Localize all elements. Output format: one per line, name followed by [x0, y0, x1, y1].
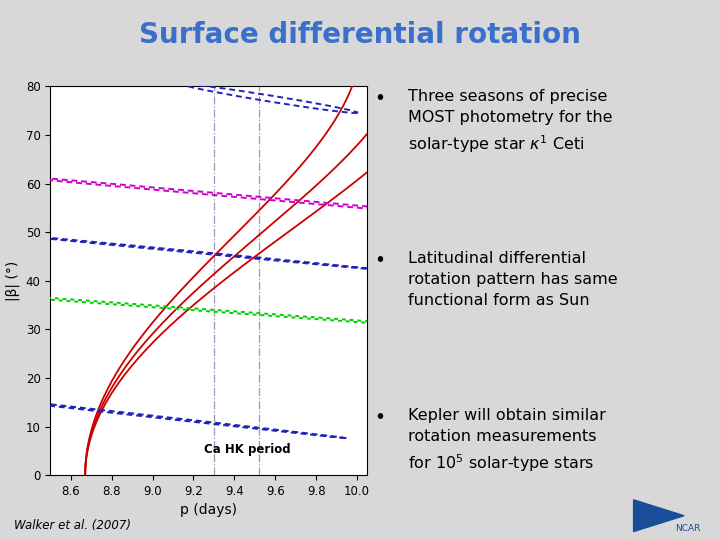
Text: Latitudinal differential
rotation pattern has same
functional form as Sun: Latitudinal differential rotation patter… [408, 251, 618, 308]
Polygon shape [634, 500, 684, 531]
Text: Surface differential rotation: Surface differential rotation [139, 21, 581, 49]
Text: Three seasons of precise
MOST photometry for the
solar-type star $\kappa^1$ Ceti: Three seasons of precise MOST photometry… [408, 89, 613, 155]
Text: Ca HK period: Ca HK period [204, 443, 290, 456]
Text: NCAR: NCAR [675, 524, 701, 532]
Text: •: • [374, 251, 385, 269]
Text: •: • [374, 89, 385, 107]
Text: •: • [374, 408, 385, 427]
Text: Walker et al. (2007): Walker et al. (2007) [14, 519, 132, 532]
X-axis label: p (days): p (days) [180, 503, 238, 517]
Text: Kepler will obtain similar
rotation measurements
for 10$^5$ solar-type stars: Kepler will obtain similar rotation meas… [408, 408, 606, 474]
Y-axis label: |β| (°): |β| (°) [6, 261, 20, 301]
